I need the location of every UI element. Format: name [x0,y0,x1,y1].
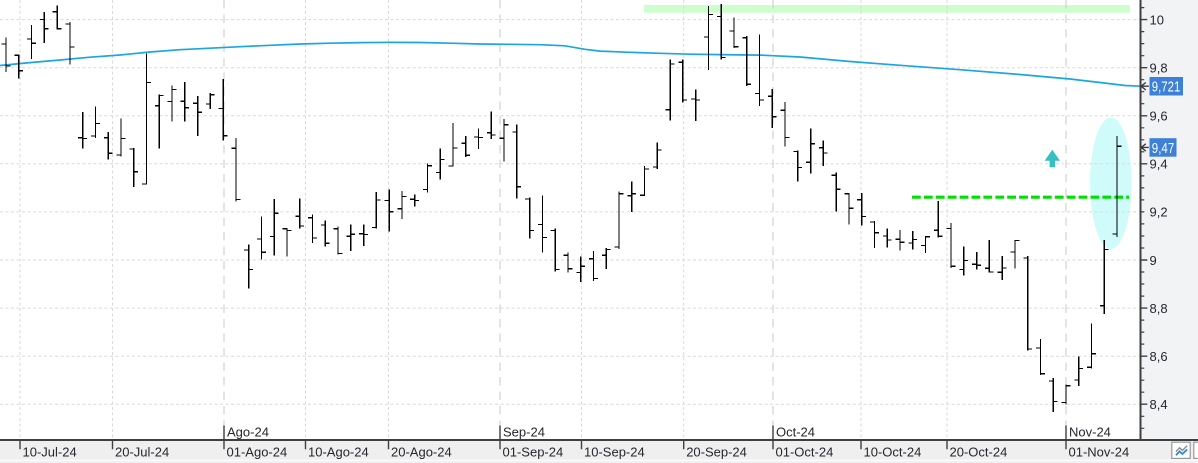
svg-text:Sep-24: Sep-24 [503,425,545,440]
svg-text:9: 9 [1150,253,1157,268]
svg-text:01-Ago-24: 01-Ago-24 [227,444,288,459]
svg-text:8,6: 8,6 [1150,349,1168,364]
svg-text:Nov-24: Nov-24 [1069,425,1111,440]
svg-text:20-Ago-24: 20-Ago-24 [391,444,452,459]
svg-text:9,8: 9,8 [1150,61,1168,76]
svg-text:10-Jul-24: 10-Jul-24 [23,444,77,459]
svg-text:10-Ago-24: 10-Ago-24 [308,444,369,459]
svg-text:20-Jul-24: 20-Jul-24 [115,444,169,459]
svg-text:10-Oct-24: 10-Oct-24 [864,444,922,459]
svg-text:9,2: 9,2 [1150,205,1168,220]
svg-text:20-Oct-24: 20-Oct-24 [950,444,1008,459]
svg-text:10: 10 [1150,12,1164,27]
svg-text:01-Nov-24: 01-Nov-24 [1069,444,1130,459]
svg-text:Oct-24: Oct-24 [776,425,815,440]
svg-text:01-Oct-24: 01-Oct-24 [776,444,834,459]
svg-text:9,47: 9,47 [1152,141,1175,157]
svg-text:9,721: 9,721 [1152,80,1181,96]
svg-text:9,4: 9,4 [1150,157,1168,172]
svg-text:8,4: 8,4 [1150,397,1168,412]
svg-text:Ago-24: Ago-24 [227,425,269,440]
svg-text:20-Sep-24: 20-Sep-24 [686,444,747,459]
svg-text:10-Sep-24: 10-Sep-24 [584,444,645,459]
svg-text:01-Sep-24: 01-Sep-24 [503,444,564,459]
svg-text:9,6: 9,6 [1150,109,1168,124]
svg-text:8,8: 8,8 [1150,301,1168,316]
